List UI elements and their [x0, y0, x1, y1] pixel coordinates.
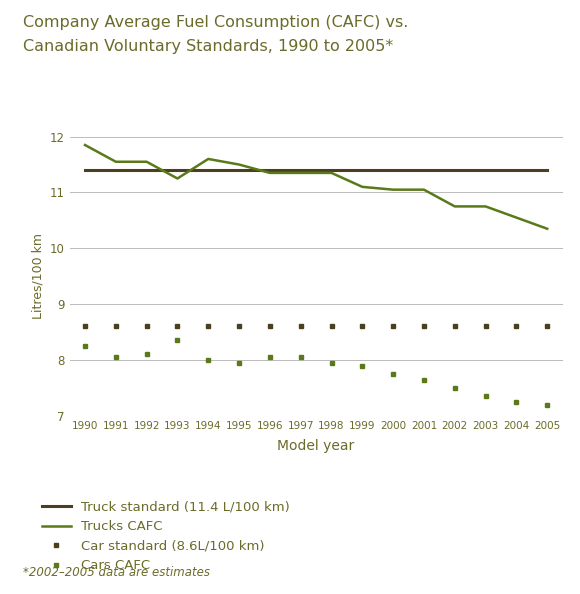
Text: *2002–2005 data are estimates: *2002–2005 data are estimates [23, 566, 210, 579]
Y-axis label: Litres/100 km: Litres/100 km [31, 233, 44, 319]
Text: Company Average Fuel Consumption (CAFC) vs.: Company Average Fuel Consumption (CAFC) … [23, 15, 408, 30]
Legend: Truck standard (11.4 L/100 km), Trucks CAFC, Car standard (8.6L/100 km), Cars CA: Truck standard (11.4 L/100 km), Trucks C… [42, 501, 290, 573]
Text: Canadian Voluntary Standards, 1990 to 2005*: Canadian Voluntary Standards, 1990 to 20… [23, 39, 393, 53]
X-axis label: Model year: Model year [277, 439, 355, 453]
